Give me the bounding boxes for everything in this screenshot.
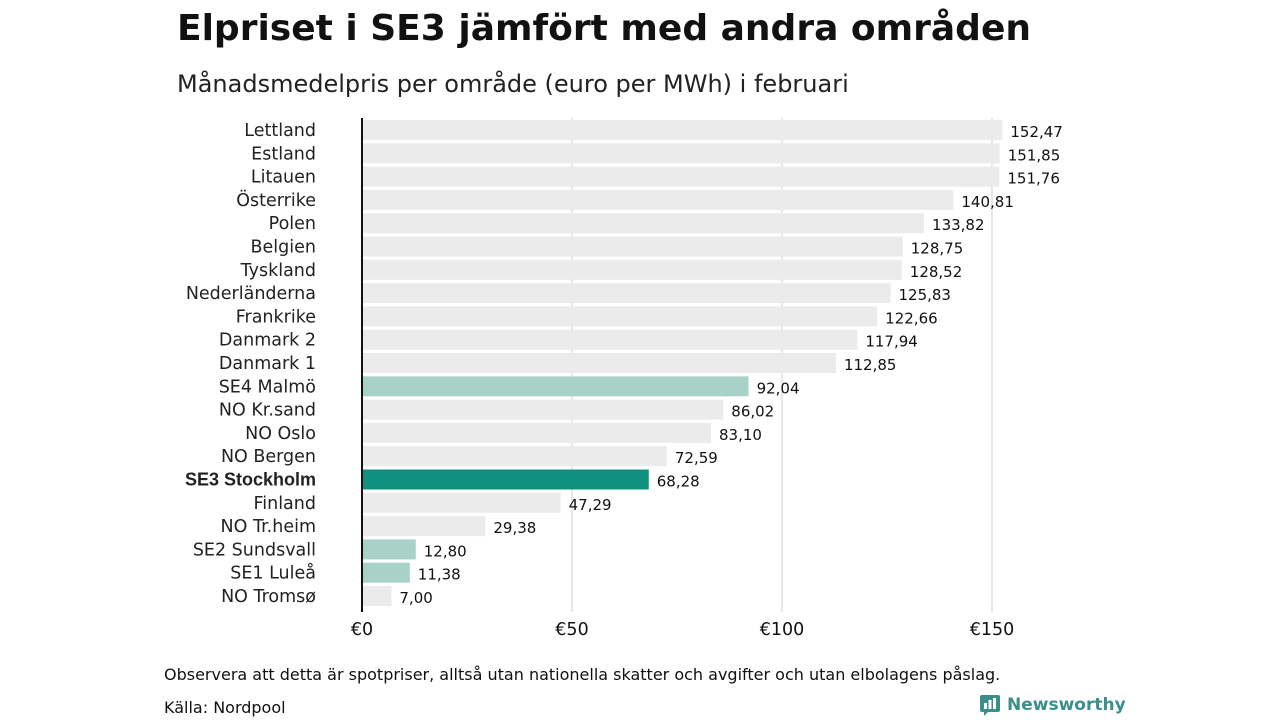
bar-nederländerna bbox=[362, 283, 891, 304]
category-label: Estland bbox=[251, 144, 316, 164]
x-axis: €0 €50 €100 €150 bbox=[351, 118, 1014, 640]
value-label: 86,02 bbox=[731, 403, 774, 421]
category-label: NO Bergen bbox=[221, 447, 316, 467]
value-label: 68,28 bbox=[657, 473, 700, 491]
bar-estland bbox=[362, 143, 1000, 164]
value-label: 11,38 bbox=[418, 566, 461, 584]
footnote: Observera att detta är spotpriser, allts… bbox=[164, 665, 1001, 684]
value-label: 140,81 bbox=[961, 193, 1014, 211]
category-label: SE2 Sundsvall bbox=[193, 540, 316, 560]
category-label: SE3 Stockholm bbox=[185, 470, 316, 490]
category-label: SE4 Malmö bbox=[219, 377, 316, 397]
bar-österrike bbox=[362, 189, 954, 210]
logo-text: Newsworthy bbox=[1007, 695, 1126, 715]
bar-se1-luleå bbox=[362, 562, 410, 583]
value-label: 112,85 bbox=[844, 356, 897, 374]
value-labels: 152,47 151,85 151,76 140,81 133,82 128,75 128,… bbox=[399, 123, 1062, 607]
bar-se3-stockholm bbox=[362, 469, 649, 490]
bar-no-tr-heim bbox=[362, 516, 486, 537]
category-label: Lettland bbox=[244, 121, 316, 141]
value-label: 72,59 bbox=[675, 449, 718, 467]
value-label: 92,04 bbox=[757, 379, 800, 397]
bar-danmark-1 bbox=[362, 353, 836, 373]
bar-no-bergen bbox=[362, 446, 667, 467]
category-label: Frankrike bbox=[236, 307, 316, 327]
value-label: 29,38 bbox=[493, 519, 536, 537]
value-label: 152,47 bbox=[1010, 123, 1063, 141]
source-note: Källa: Nordpool bbox=[164, 698, 286, 717]
category-label: Danmark 1 bbox=[219, 354, 316, 374]
category-label: NO Tromsø bbox=[221, 587, 316, 607]
bar-no-oslo bbox=[362, 422, 712, 443]
x-tick-label: €100 bbox=[760, 620, 805, 640]
value-label: 83,10 bbox=[719, 426, 762, 444]
bar-belgien bbox=[362, 236, 903, 257]
bar-frankrike bbox=[362, 306, 878, 327]
category-label: Nederländerna bbox=[186, 284, 316, 304]
bar-danmark-2 bbox=[362, 329, 858, 350]
x-tick-label: €150 bbox=[970, 620, 1015, 640]
value-label: 122,66 bbox=[885, 309, 938, 327]
newsworthy-logo-icon bbox=[980, 695, 1000, 716]
bar-se4-malmö bbox=[362, 376, 749, 397]
category-label: Danmark 2 bbox=[219, 331, 316, 351]
value-label: 133,82 bbox=[932, 216, 985, 234]
value-label: 151,85 bbox=[1008, 146, 1061, 164]
bar-lettland bbox=[362, 120, 1003, 140]
bar-tyskland bbox=[362, 259, 902, 280]
bars bbox=[362, 120, 1003, 606]
chart-subtitle: Månadsmedelpris per område (euro per MWh… bbox=[177, 70, 849, 98]
bar-se2-sundsvall bbox=[362, 539, 416, 560]
x-tick-label: €50 bbox=[555, 620, 588, 640]
bar-polen bbox=[362, 213, 925, 234]
value-label: 12,80 bbox=[424, 542, 467, 560]
bar-no-kr-sand bbox=[362, 399, 724, 420]
category-label: NO Kr.sand bbox=[219, 401, 316, 421]
bar-litauen bbox=[362, 166, 1000, 187]
value-label: 128,52 bbox=[910, 263, 963, 281]
value-label: 125,83 bbox=[898, 286, 951, 304]
value-label: 7,00 bbox=[399, 589, 432, 607]
category-label: NO Tr.heim bbox=[221, 517, 316, 537]
value-label: 151,76 bbox=[1007, 170, 1060, 188]
bar-no-tromsø bbox=[362, 586, 392, 606]
chart-title: Elpriset i SE3 jämfört med andra områden bbox=[177, 8, 1031, 49]
value-label: 47,29 bbox=[569, 496, 612, 514]
x-tick-label: €0 bbox=[351, 620, 373, 640]
category-label: Belgien bbox=[251, 238, 316, 258]
category-label: SE1 Luleå bbox=[230, 563, 316, 584]
value-label: 117,94 bbox=[865, 333, 918, 351]
category-label: Litauen bbox=[251, 168, 316, 188]
bar-finland bbox=[362, 492, 561, 513]
value-label: 128,75 bbox=[911, 240, 964, 258]
category-label: Polen bbox=[269, 214, 316, 234]
category-label: Finland bbox=[253, 494, 316, 514]
category-label: Tyskland bbox=[240, 261, 316, 281]
category-label: Österrike bbox=[236, 189, 316, 211]
category-label: NO Oslo bbox=[245, 424, 316, 444]
newsworthy-logo: Newsworthy bbox=[979, 694, 1126, 716]
